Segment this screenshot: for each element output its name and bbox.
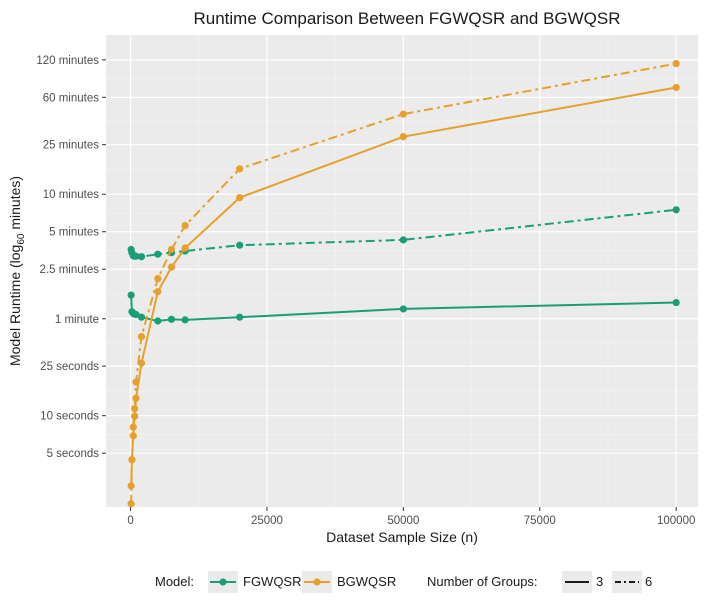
legend-item-fgwqsr: FGWQSR [243, 574, 302, 589]
y-tick-label: 120 minutes [36, 55, 99, 67]
series-layer [127, 59, 680, 508]
fgwqsr-3-groups-point [181, 316, 189, 324]
y-axis-title-subscript: 60 [16, 233, 27, 245]
x-tick-label: 0 [127, 515, 133, 527]
y-tick-label: 5 seconds [47, 448, 100, 460]
x-axis-title: Dataset Sample Size (n) [326, 529, 478, 545]
bgwqsr-3-groups-point [154, 288, 162, 296]
fgwqsr-3-groups-point [132, 311, 140, 319]
fgwqsr-3-groups-point [137, 313, 146, 321]
bgwqsr-3-groups-point [399, 133, 407, 141]
bgwqsr-6-groups-point [137, 332, 146, 341]
fgwqsr-3-groups-point [672, 298, 680, 307]
x-axis: 0 25000 50000 75000 100000 [127, 507, 695, 527]
bgwqsr-3-groups-point [127, 482, 135, 490]
bgwqsr-3-groups-point [167, 263, 176, 271]
legend: Model: FGWQSR BGWQSR Number of Groups: 3… [155, 571, 652, 593]
bgwqsr-3-groups-point [236, 193, 244, 202]
legend-item-3-groups: 3 [596, 574, 603, 589]
bgwqsr-6-groups-point [236, 165, 244, 173]
bgwqsr-6-groups-point [181, 222, 189, 230]
bgwqsr-3-groups-point [137, 359, 146, 367]
y-axis-title: Model Runtime (log60 minutes) [7, 176, 27, 366]
x-tick-label: 25000 [251, 515, 283, 527]
legend-key-6-bg [612, 571, 642, 593]
bgwqsr-6-groups-point [129, 423, 137, 431]
y-tick-label: 60 minutes [43, 92, 100, 104]
y-tick-label: 2.5 minutes [40, 264, 100, 276]
x-tick-label: 100000 [657, 515, 695, 527]
y-tick-label: 1 minute [55, 314, 99, 326]
fgwqsr-3-groups-point [399, 305, 407, 313]
bgwqsr-6-groups-point [127, 500, 135, 508]
fgwqsr-6-groups-point [154, 250, 162, 258]
minor-gridlines [106, 35, 698, 507]
legend-item-bgwqsr: BGWQSR [337, 574, 396, 589]
fgwqsr-3-groups-point [236, 313, 244, 321]
x-tick-label: 50000 [387, 515, 419, 527]
fgwqsr-6-groups-point [672, 206, 680, 214]
fgwqsr-6-groups-point [132, 252, 140, 260]
fgwqsr-3-groups-point [127, 291, 135, 299]
bgwqsr-6-groups-point [399, 110, 407, 118]
fgwqsr-6-groups-point [399, 236, 407, 244]
plot-panel [106, 35, 698, 507]
bgwqsr-6-groups-point [131, 404, 139, 413]
y-axis: 5 seconds 10 seconds 25 seconds 1 minute 2.5… [36, 55, 106, 460]
y-tick-label: 10 minutes [43, 189, 100, 201]
legend-key-fgwqsr-point [219, 578, 227, 586]
legend-key-bgwqsr-point [313, 578, 321, 586]
y-tick-label: 5 minutes [49, 227, 99, 239]
bgwqsr-3-groups-point [672, 83, 680, 92]
y-tick-label: 10 seconds [40, 411, 99, 423]
legend-groups-title: Number of Groups: [427, 574, 538, 589]
bgwqsr-6-groups-point [154, 275, 162, 283]
legend-model-title: Model: [155, 574, 194, 589]
bgwqsr-6-groups-point [167, 245, 176, 254]
y-tick-label: 25 minutes [43, 140, 100, 152]
fgwqsr-6-groups-point [137, 253, 146, 261]
bgwqsr-6-groups-point [672, 59, 680, 68]
chart-title: Runtime Comparison Between FGWQSR and BG… [193, 9, 620, 28]
legend-item-6-groups: 6 [645, 574, 652, 589]
y-axis-title-main: Model Runtime (log [7, 245, 23, 366]
bgwqsr-3-groups-point [181, 244, 189, 252]
x-tick-label: 75000 [524, 515, 556, 527]
y-tick-label: 25 seconds [40, 361, 99, 373]
fgwqsr-6-groups-point [236, 241, 244, 249]
fgwqsr-3-groups-point [167, 315, 176, 323]
bgwqsr-6-groups-point [128, 456, 136, 464]
y-axis-title-end: minutes) [7, 176, 23, 234]
fgwqsr-3-groups-point [154, 317, 162, 325]
bgwqsr-6-groups-line [130, 62, 677, 504]
bgwqsr-6-groups-point [132, 378, 140, 386]
